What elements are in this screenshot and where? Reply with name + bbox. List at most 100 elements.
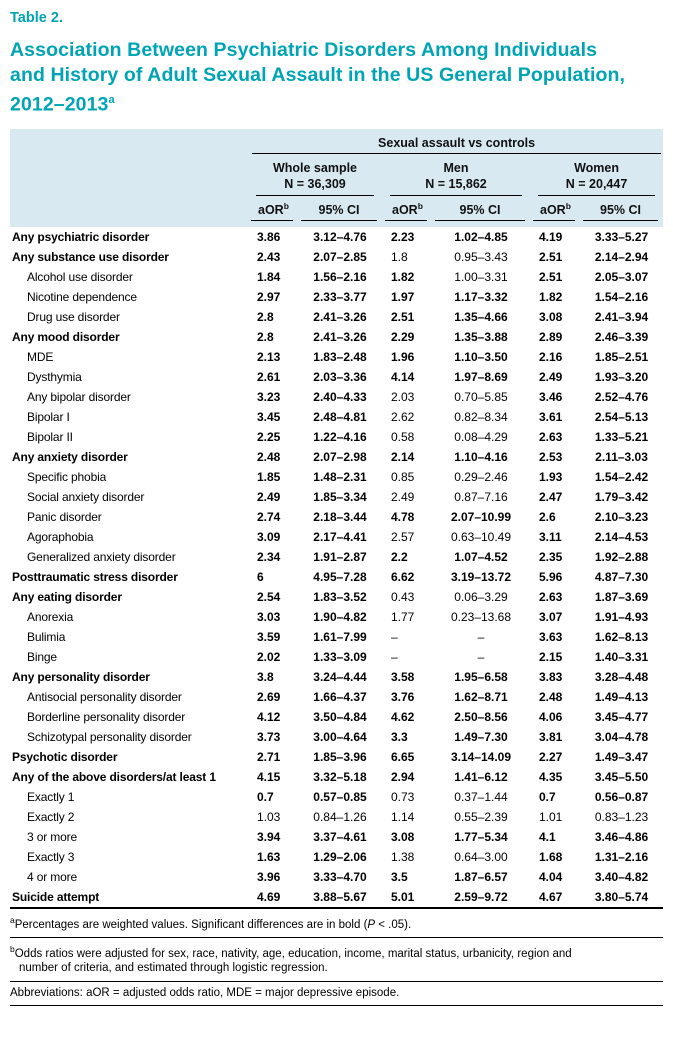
ci-value: 2.48–4.81 [313,409,367,424]
ci-value: 2.14–4.53 [594,529,649,544]
ci-value: 2.46–3.39 [594,329,649,344]
row-label: Exactly 1 [27,789,75,804]
ci-value: 0.57–0.85 [313,789,367,804]
ci-value: 2.14–2.94 [594,249,649,264]
ci-value: 1.48–2.31 [313,469,367,484]
span-header-title: Sexual assault vs controls [252,129,662,154]
ci-value: 1.85–2.51 [594,349,649,364]
aor-value: 2.15 [539,649,563,664]
aor-value: 4.78 [391,509,415,524]
row-label: Agoraphobia [27,529,94,544]
aor-value: 2.69 [257,689,281,704]
aor-value: 2.49 [257,489,281,504]
aor-value: 0.43 [391,589,415,604]
aor-value: 2.43 [257,249,281,264]
aor-value: 2.57 [391,529,415,544]
results-table: Sexual assault vs controls Whole sample … [10,128,664,909]
ci-value: 1.40–3.31 [594,649,649,664]
ci-value: 3.88–5.67 [313,889,367,904]
table-row: Any psychiatric disorder 3.86 3.12–4.76 2.2… [10,227,663,247]
row-label: Bulimia [27,629,66,644]
table-row: Any mood disorder 2.8 2.41–3.26 2.29 1.35–3.… [10,327,663,347]
aor-label: aOR [392,202,418,217]
table-row: Any anxiety disorder 2.48 2.07–2.98 2.14 1.1… [10,447,663,467]
ci-value: 2.41–3.26 [313,329,367,344]
table-row: Agoraphobia 3.09 2.17–4.41 2.57 0.63–10.49 3.… [10,527,663,547]
ci-value: 2.41–3.94 [594,309,649,324]
aor-value: 4.12 [257,709,281,724]
row-label: 3 or more [27,829,78,844]
aor-value: 3.8 [257,669,274,684]
aor-value: 3.76 [391,689,415,704]
ci-value: 1.07–4.52 [454,549,508,564]
aor-value: 4.15 [257,769,281,784]
ci-value: 1.62–8.13 [594,629,649,644]
ci-value: 0.29–2.46 [454,469,508,484]
row-label: Any bipolar disorder [27,389,131,404]
row-label: Bipolar I [27,409,70,424]
aor-value: 3.96 [257,869,281,884]
aor-value: 3.45 [257,409,281,424]
row-label: Social anxiety disorder [27,489,145,504]
title-footnote-marker: a [108,94,115,106]
row-label: Dysthymia [27,369,82,384]
ci-value: 3.12–4.76 [313,229,367,244]
aor-value: – [391,649,398,664]
ci-value: 0.87–7.16 [454,489,508,504]
row-label: MDE [27,349,54,364]
aor-value: 3.73 [257,729,281,744]
header-corner-cell [10,129,248,154]
table-row: Exactly 2 1.03 0.84–1.26 1.14 0.55–2.39 1.01 0… [10,807,663,827]
ci-value: 1.93–3.20 [594,369,649,384]
table-row: Psychotic disorder 2.71 1.85–3.96 6.65 3.14–… [10,747,663,767]
aor-value: 2.27 [539,749,563,764]
group-name: Men [443,160,469,175]
row-label: Borderline personality disorder [27,709,186,724]
aor-value: 1.96 [391,349,415,364]
row-label: Any mood disorder [12,329,120,344]
ci-value: 0.63–10.49 [450,529,512,544]
aor-value: 1.77 [391,609,415,624]
ci-value: 3.50–4.84 [313,709,367,724]
ci-value: 1.90–4.82 [313,609,367,624]
group-n: N = 15,862 [425,176,487,191]
ci-value: 1.54–2.42 [594,469,649,484]
table-row: Exactly 3 1.63 1.29–2.06 1.38 0.64–3.00 1.68 1… [10,847,663,867]
table-row: Schizotypal personality disorder 3.73 3.00… [10,727,663,747]
ci-value: 3.33–4.70 [313,869,367,884]
aor-value: 1.8 [391,249,408,264]
ci-value: 1.87–6.57 [454,869,508,884]
row-label: Any anxiety disorder [12,449,128,464]
row-label: Posttraumatic stress disorder [12,569,178,584]
ci-value: 2.41–3.26 [313,309,367,324]
aor-value: 4.06 [539,709,563,724]
aor-value: 4.67 [539,889,563,904]
ci-value: 2.40–4.33 [313,389,367,404]
aor-value: 3.63 [539,629,563,644]
aor-value: – [391,629,398,644]
table-row: Exactly 1 0.7 0.57–0.85 0.73 0.37–1.44 0.7 0.5… [10,787,663,807]
aor-value: 3.08 [539,309,563,324]
group-n: N = 20,447 [565,176,628,191]
aor-value: 3.23 [257,389,281,404]
ci-value: 1.10–4.16 [454,449,508,464]
aor-value: 2.49 [391,489,415,504]
ci-value: 1.54–2.16 [594,289,649,304]
aor-value: 2.02 [257,649,281,664]
ci-value: 0.37–1.44 [454,789,508,804]
aor-value: 4.19 [539,229,563,244]
footnote-a-marker: a [10,914,15,925]
ci-value: 3.00–4.64 [313,729,367,744]
row-label: Schizotypal personality disorder [27,729,192,744]
aor-value: 1.14 [391,809,415,824]
table-row: Bipolar II 2.25 1.22–4.16 0.58 0.08–4.29 2.63… [10,427,663,447]
col-header-aor-women: aORb [530,196,580,227]
row-label: Any eating disorder [12,589,122,604]
ci-value: 1.61–7.99 [313,629,367,644]
ci-value: 1.97–8.69 [454,369,508,384]
ci-value: 1.85–3.96 [313,749,367,764]
aor-value: 1.84 [257,269,281,284]
ci-value: 1.49–3.47 [594,749,649,764]
aor-footnote-marker: b [565,200,571,211]
aor-value: 1.97 [391,289,415,304]
